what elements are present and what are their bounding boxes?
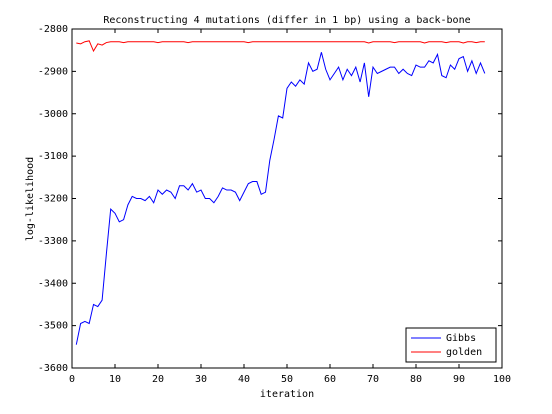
x-tick-label: 20: [152, 374, 164, 385]
x-tick-label: 70: [367, 374, 379, 385]
legend-label: Gibbs: [446, 333, 476, 344]
plot-area: [71, 28, 503, 369]
x-tick-label: 30: [195, 374, 207, 385]
x-tick-label: 80: [410, 374, 422, 385]
line-series: [75, 52, 486, 345]
y-tick-label: -2900: [38, 66, 68, 77]
y-tick-label: -3400: [38, 278, 68, 289]
x-tick-label: 60: [324, 374, 336, 385]
chart-title: Reconstructing 4 mutations (differ in 1 …: [103, 15, 470, 26]
x-tick-label: 10: [109, 374, 121, 385]
x-tick-label: 40: [238, 374, 250, 385]
y-tick-label: -3100: [38, 151, 68, 162]
x-axis-label: iteration: [260, 389, 314, 400]
legend-box: [405, 327, 497, 363]
y-tick-label: -2800: [38, 24, 68, 35]
y-tick-label: -3300: [38, 236, 68, 247]
x-tick-label: 50: [281, 374, 293, 385]
line-series: [76, 40, 485, 53]
y-tick-label: -3500: [38, 321, 68, 332]
legend-label: golden: [446, 347, 482, 358]
x-tick-label: 100: [493, 374, 511, 385]
x-tick-label: 0: [69, 374, 75, 385]
x-tick-label: 90: [453, 374, 465, 385]
y-axis-label: log-likelihood: [25, 157, 36, 241]
y-tick-label: -3000: [38, 109, 68, 120]
y-tick-label: -3600: [38, 363, 68, 374]
y-tick-label: -3200: [38, 194, 68, 205]
